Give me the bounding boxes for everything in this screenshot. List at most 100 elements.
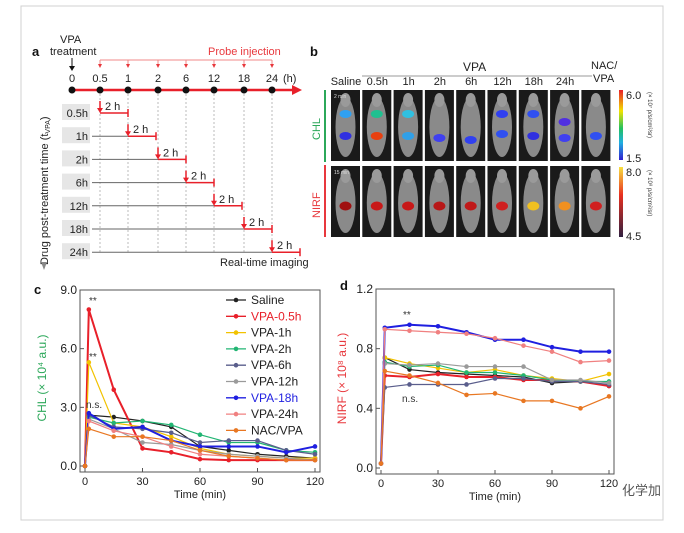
data-point bbox=[111, 414, 117, 420]
data-point bbox=[312, 457, 318, 463]
legend-marker bbox=[233, 379, 239, 384]
significance-annotation: ** bbox=[403, 310, 411, 321]
time-point-dot bbox=[154, 86, 162, 94]
legend-label: VPA-1h bbox=[251, 326, 291, 340]
significance-annotation: n.s. bbox=[86, 400, 102, 411]
panel-c: c 0.0 3.0 6.0 9.0 0 30 60 90 120 Time (min) CHL (× … bbox=[34, 282, 324, 501]
chl-signal bbox=[370, 132, 383, 140]
significance-annotation: ** bbox=[89, 352, 97, 363]
series-line-vpa-12h bbox=[380, 362, 610, 464]
data-point bbox=[606, 380, 612, 386]
timeline-arrowhead bbox=[292, 85, 302, 95]
data-point bbox=[549, 344, 555, 350]
data-point bbox=[492, 391, 498, 396]
column-header: 18h bbox=[525, 76, 543, 88]
chl-signal bbox=[496, 110, 508, 118]
data-point bbox=[492, 335, 498, 341]
data-point bbox=[492, 370, 498, 375]
real-time-imaging-label: Real-time imaging bbox=[220, 257, 309, 269]
vpa-group-label: VPA bbox=[463, 60, 486, 74]
nirf-signal bbox=[496, 201, 508, 211]
probe-arrow-icon bbox=[212, 64, 216, 68]
mouse-head bbox=[465, 93, 476, 107]
row-label-box bbox=[62, 127, 90, 144]
column-header: 1h bbox=[402, 76, 414, 88]
mouse-head bbox=[590, 93, 601, 107]
data-point bbox=[86, 360, 92, 365]
data-point bbox=[606, 349, 612, 354]
column-header: Saline bbox=[331, 76, 362, 88]
panel-letter-a: a bbox=[32, 44, 40, 59]
panel-letter-b: b bbox=[310, 44, 318, 59]
data-point bbox=[226, 448, 232, 453]
injection-arrowhead bbox=[211, 200, 217, 206]
chl-signal bbox=[527, 132, 540, 140]
data-point bbox=[283, 450, 289, 455]
row-label: 6h bbox=[76, 178, 88, 190]
data-point bbox=[197, 440, 203, 445]
nirf-signal bbox=[464, 201, 477, 211]
time-tick-label: 6 bbox=[183, 73, 189, 85]
time-tick-label: 2 bbox=[155, 73, 161, 85]
time-point-dot bbox=[124, 86, 132, 94]
column-header: 6h bbox=[465, 76, 477, 88]
nirf-scale-min: 4.5 bbox=[626, 231, 641, 243]
mouse-head bbox=[559, 169, 570, 183]
data-point bbox=[255, 438, 260, 443]
probe-arrow-icon bbox=[156, 64, 160, 68]
mouse-silhouette bbox=[554, 97, 575, 157]
data-point bbox=[606, 358, 612, 363]
mouse-head bbox=[434, 169, 445, 183]
nirf-row-label: NIRF bbox=[311, 192, 323, 218]
data-point bbox=[168, 434, 174, 439]
data-point bbox=[382, 368, 388, 374]
interval-label: 2 h bbox=[249, 217, 264, 229]
x-tick-label: 90 bbox=[251, 476, 263, 488]
chl-signal bbox=[339, 110, 352, 118]
row-label-box bbox=[62, 196, 90, 213]
y-axis-label: NIRF (× 10⁸ a.u.) bbox=[335, 333, 349, 424]
data-point bbox=[197, 444, 203, 449]
data-point bbox=[197, 432, 203, 438]
data-point bbox=[111, 387, 117, 393]
mouse-head bbox=[434, 93, 445, 107]
data-point bbox=[226, 444, 232, 449]
interval-label: 2 h bbox=[105, 101, 120, 113]
data-point bbox=[255, 444, 260, 449]
data-point bbox=[378, 461, 384, 466]
time-unit: (h) bbox=[283, 73, 296, 85]
injection-arrowhead bbox=[125, 131, 131, 137]
row-label: 12h bbox=[70, 201, 88, 213]
panel-a: a VPA treatment Probe injection (h) 0 0.5… bbox=[32, 34, 309, 270]
probe-arrow-icon bbox=[242, 64, 246, 68]
probe-arrow-icon bbox=[184, 64, 188, 68]
data-point bbox=[312, 451, 318, 457]
injection-arrowhead bbox=[269, 247, 275, 253]
chl-scale-unit: (× 10⁷ p/s/cm²/sr) bbox=[646, 92, 653, 138]
row-label-box bbox=[62, 104, 90, 120]
x-tick-label: 120 bbox=[600, 478, 618, 490]
y-tick-label: 0.0 bbox=[356, 461, 373, 475]
legend-label: VPA-0.5h bbox=[251, 309, 301, 323]
data-point bbox=[578, 349, 583, 354]
mouse-head bbox=[559, 93, 570, 107]
injection-arrowhead bbox=[97, 108, 103, 113]
nirf-signal bbox=[558, 201, 571, 211]
nirf-signal bbox=[339, 201, 352, 211]
interval-label: 2 h bbox=[219, 194, 234, 206]
series-line-nac-vpa bbox=[380, 370, 610, 464]
data-point bbox=[407, 373, 412, 378]
data-point bbox=[549, 377, 555, 383]
panel-letter-d: d bbox=[340, 278, 348, 293]
chl-signal bbox=[370, 110, 383, 118]
series-line-vpa-0-5h bbox=[84, 309, 315, 467]
series-line-saline bbox=[84, 414, 316, 467]
data-point bbox=[435, 380, 441, 386]
x-axis-label: Time (min) bbox=[469, 491, 521, 503]
x-tick-label: 0 bbox=[378, 478, 384, 490]
series-line-vpa-12h bbox=[84, 418, 316, 467]
nirf-scale-unit: (× 10⁸ p/s/cm²/sr) bbox=[646, 170, 653, 216]
injection-arrowhead bbox=[241, 224, 247, 229]
mouse-head bbox=[528, 93, 539, 107]
x-tick-label: 120 bbox=[306, 476, 324, 488]
